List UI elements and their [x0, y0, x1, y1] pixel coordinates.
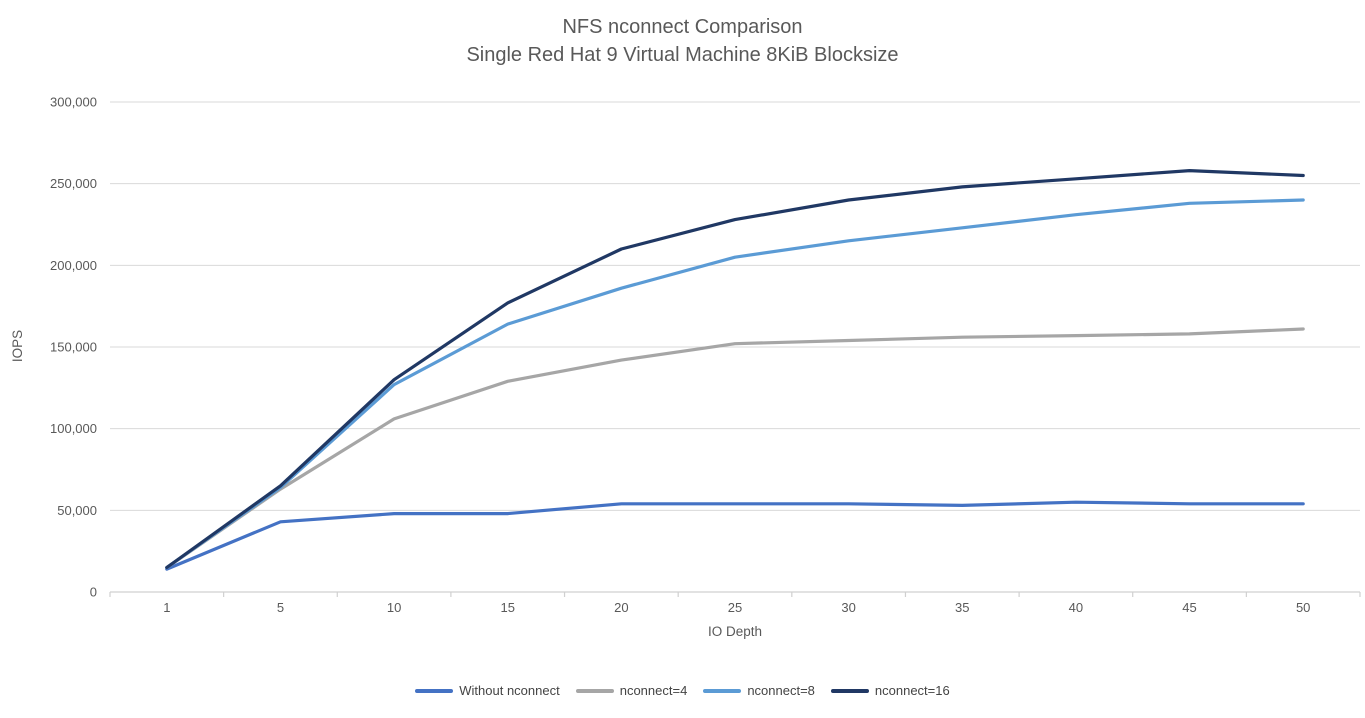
x-tick-label: 40: [1069, 600, 1083, 615]
y-tick-label: 100,000: [50, 421, 97, 436]
x-tick-label: 20: [614, 600, 628, 615]
legend-item-nconnect-8: nconnect=8: [703, 683, 815, 698]
chart-subtitle: Single Red Hat 9 Virtual Machine 8KiB Bl…: [466, 44, 899, 66]
chart-title-block: NFS nconnect Comparison Single Red Hat 9…: [0, 13, 1365, 69]
series-line-nconnect-8: [165, 198, 1305, 570]
legend-line-swatch: [830, 688, 869, 693]
legend-line-swatch: [415, 688, 454, 693]
chart-legend: Without nconnect nconnect=4 nconnect=8 ncon…: [0, 683, 1365, 698]
x-tick-label: 1: [163, 600, 170, 615]
x-tick-label: 10: [387, 600, 401, 615]
y-axis-title: IOPS: [10, 330, 25, 362]
x-tick-label: 5: [277, 600, 284, 615]
y-tick-label: 150,000: [50, 340, 97, 355]
y-tick-label: 200,000: [50, 258, 97, 273]
y-tick-label: 250,000: [50, 176, 97, 191]
y-axis-tick-labels: 0 50,000 100,000 150,000 200,000 250,000 300,0…: [50, 95, 97, 600]
y-tick-label: 50,000: [57, 503, 97, 518]
gridlines: [110, 101, 1360, 511]
series-line-nconnect-16: [165, 169, 1305, 570]
x-axis-tick-labels: 1 5 10 15 20 25 30 35 40 45 50: [163, 600, 1310, 615]
x-tick-label: 25: [728, 600, 742, 615]
x-axis-title: IO Depth: [708, 624, 762, 639]
legend-label: Without nconnect: [459, 683, 560, 698]
legend-label: nconnect=4: [619, 683, 688, 698]
legend-label: nconnect=8: [747, 683, 815, 698]
series-line-without-nconnect: [165, 500, 1305, 571]
legend-line-swatch: [575, 688, 614, 693]
x-tick-label: 45: [1182, 600, 1196, 615]
series-line-nconnect-4: [165, 327, 1305, 570]
legend-item-nconnect-16: nconnect=16: [830, 683, 950, 698]
x-tick-label: 50: [1296, 600, 1310, 615]
legend-item-without-nconnect: Without nconnect: [415, 683, 560, 698]
y-tick-label: 0: [90, 585, 97, 600]
x-tick-label: 30: [841, 600, 855, 615]
legend-label: nconnect=16: [874, 683, 950, 698]
y-tick-label: 300,000: [50, 95, 97, 110]
chart-title: NFS nconnect Comparison: [562, 16, 803, 38]
x-tick-label: 35: [955, 600, 969, 615]
legend-line-swatch: [703, 688, 742, 693]
x-tick-label: 15: [500, 600, 514, 615]
data-series-lines: [165, 169, 1305, 571]
x-axis: [109, 591, 1361, 597]
legend-item-nconnect-4: nconnect=4: [575, 683, 688, 698]
